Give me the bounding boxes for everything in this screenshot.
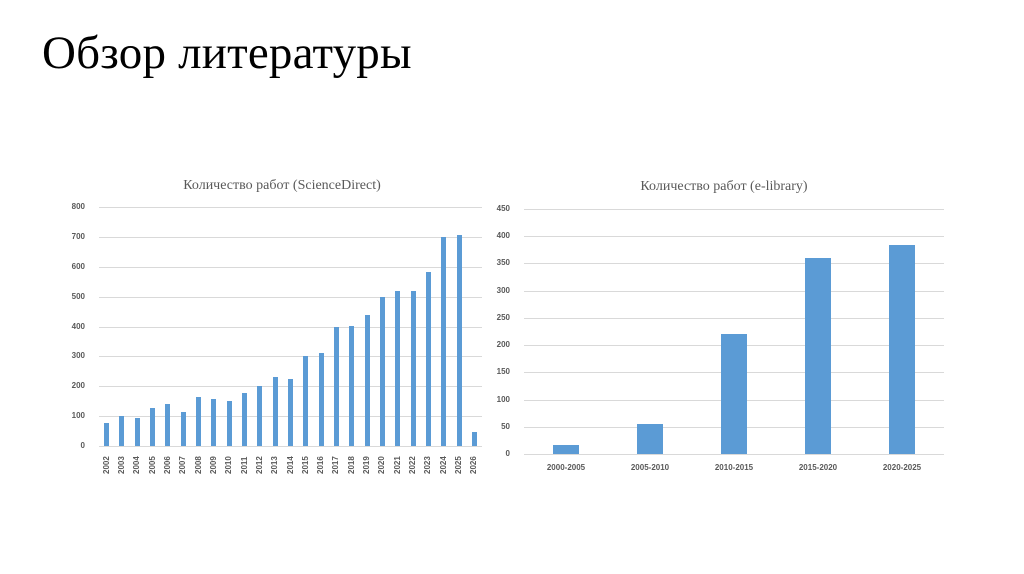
bar	[211, 398, 217, 446]
x-tick-label: 2026	[469, 456, 479, 474]
x-tick-label: 2015-2020	[798, 463, 838, 472]
y-tick-label: 450	[496, 204, 510, 213]
x-tick-label: 2025	[454, 456, 464, 474]
x-tick-label: 2016	[316, 456, 326, 474]
y-tick-label: 300	[71, 351, 85, 361]
bar	[226, 401, 232, 446]
x-tick-label: 2002	[101, 456, 111, 474]
bar	[165, 403, 171, 446]
y-tick-label: 250	[496, 312, 510, 322]
bar	[379, 296, 385, 446]
gridline	[524, 291, 944, 292]
x-tick-label: 2005	[147, 456, 157, 474]
y-tick-label: 150	[496, 367, 510, 377]
x-tick-label: 2012	[254, 456, 264, 474]
y-tick-label: 200	[496, 340, 510, 350]
bar	[150, 408, 156, 446]
y-tick-label: 0	[505, 449, 510, 458]
x-tick-label: 2000-2005	[546, 463, 586, 472]
y-tick-label: 100	[496, 394, 510, 404]
bar	[303, 356, 309, 446]
y-tick-label: 350	[496, 258, 510, 268]
x-tick-label: 2007	[178, 456, 188, 474]
x-tick-label: 2010-2015	[714, 463, 754, 472]
y-tick-label: 200	[71, 381, 85, 391]
x-tick-label: 2017	[331, 456, 341, 474]
bar	[364, 314, 370, 446]
gridline	[99, 267, 482, 268]
x-tick-label: 2022	[408, 456, 418, 474]
bar	[553, 444, 579, 454]
gridline	[99, 446, 482, 447]
bar	[425, 271, 431, 446]
bar	[395, 290, 401, 446]
bar	[242, 392, 248, 446]
y-tick-label: 100	[71, 411, 85, 421]
bar	[441, 236, 447, 446]
x-tick-label: 2014	[285, 456, 295, 474]
gridline	[524, 263, 944, 264]
bar	[349, 325, 355, 446]
gridline	[99, 297, 482, 298]
bar	[471, 432, 477, 446]
x-tick-label: 2011	[239, 456, 249, 474]
gridline	[99, 237, 482, 238]
bar	[257, 386, 263, 446]
bar	[410, 290, 416, 446]
y-tick-label: 400	[496, 231, 510, 241]
x-tick-label: 2005-2010	[630, 463, 670, 472]
bar	[318, 353, 324, 446]
gridline	[99, 207, 482, 208]
x-tick-label: 2020-2025	[882, 463, 922, 472]
y-tick-label: 300	[496, 285, 510, 295]
x-tick-label: 2006	[162, 456, 172, 474]
x-tick-label: 2015	[300, 456, 310, 474]
chart-title: Количество работ (e-library)	[640, 179, 808, 194]
x-tick-label: 2009	[208, 456, 218, 474]
gridline	[524, 236, 944, 237]
y-tick-label: 700	[71, 231, 85, 241]
x-tick-label: 2018	[346, 456, 356, 474]
gridline	[524, 454, 944, 455]
bar	[805, 258, 831, 454]
y-tick-label: 600	[71, 261, 85, 271]
x-tick-label: 2010	[224, 456, 234, 474]
y-tick-label: 50	[501, 421, 510, 431]
gridline	[99, 327, 482, 328]
chart-title: Количество работ (ScienceDirect)	[183, 178, 381, 193]
bar	[889, 244, 915, 454]
gridline	[99, 356, 482, 357]
gridline	[524, 209, 944, 210]
slide-title: Обзор литературы	[42, 27, 412, 79]
bar	[721, 334, 747, 454]
x-tick-label: 2021	[392, 456, 402, 474]
bar	[456, 235, 462, 446]
bar	[272, 376, 278, 446]
x-tick-label: 2023	[423, 456, 433, 474]
y-tick-label: 500	[71, 291, 85, 301]
x-tick-label: 2013	[270, 456, 280, 474]
x-tick-label: 2020	[377, 456, 387, 474]
bar	[288, 379, 293, 446]
bar	[333, 327, 339, 446]
x-tick-label: 2003	[116, 456, 126, 474]
y-tick-label: 0	[80, 441, 85, 450]
bar	[637, 424, 663, 454]
bar	[180, 411, 186, 446]
x-tick-label: 2008	[193, 456, 203, 474]
bar	[119, 416, 125, 446]
y-tick-label: 800	[71, 202, 85, 211]
bar	[104, 423, 110, 446]
bar	[134, 418, 140, 446]
x-tick-label: 2019	[362, 456, 372, 474]
x-tick-label: 2004	[132, 456, 142, 474]
bar	[196, 397, 202, 446]
y-tick-label: 400	[71, 321, 85, 331]
x-tick-label: 2024	[438, 456, 448, 474]
gridline	[524, 318, 944, 319]
